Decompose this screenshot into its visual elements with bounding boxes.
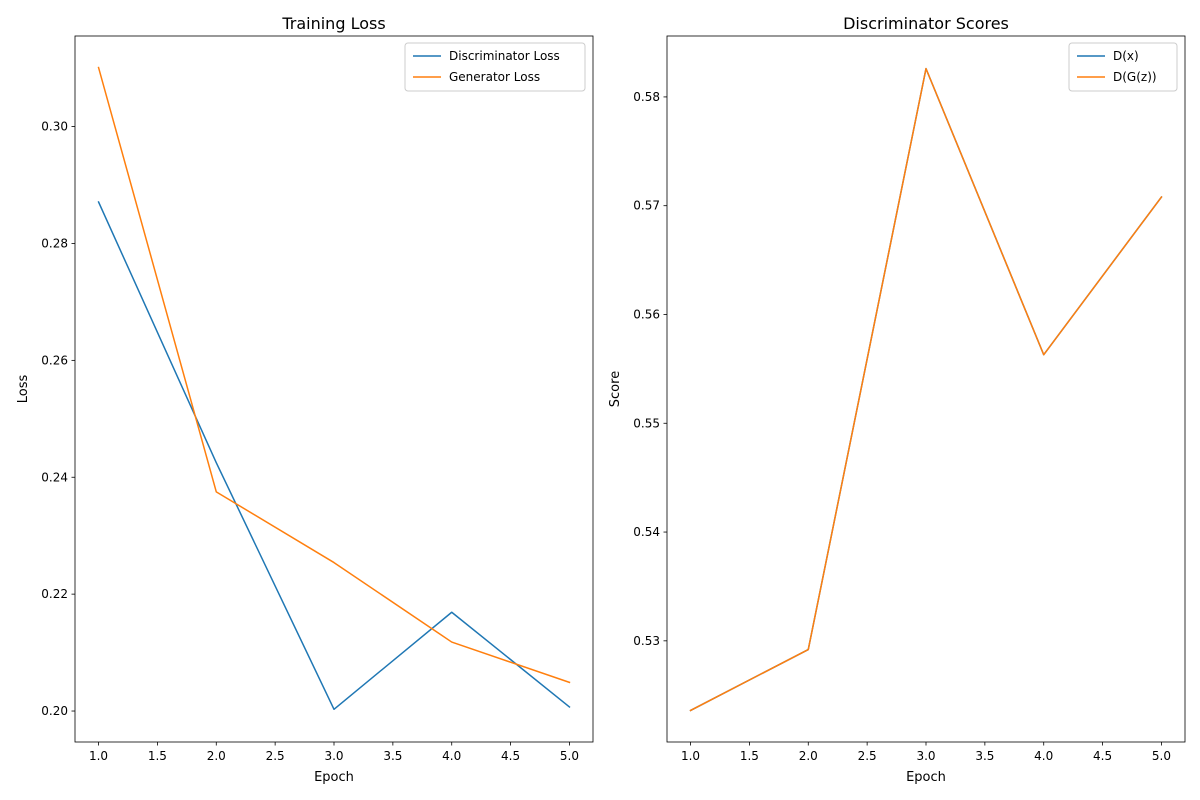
chart-title: Training Loss (281, 14, 385, 33)
x-tick-label: 4.0 (442, 749, 461, 763)
x-tick-label: 1.0 (89, 749, 108, 763)
y-tick-label: 0.53 (633, 634, 660, 648)
series-line-1 (97, 200, 571, 711)
plot-frame (666, 35, 1186, 743)
y-tick-label: 0.22 (41, 587, 68, 601)
series-line-2 (689, 67, 1163, 712)
legend-box (404, 42, 586, 92)
y-tick-label: 0.26 (41, 353, 68, 367)
y-tick-label: 0.30 (41, 120, 68, 134)
series-line-2 (97, 66, 571, 684)
chart-title: Discriminator Scores (843, 14, 1009, 33)
y-axis-label: Loss (16, 375, 31, 404)
y-tick-label: 0.28 (41, 236, 68, 250)
x-tick-label: 1.5 (740, 749, 759, 763)
y-axis-label: Score (608, 371, 623, 407)
y-tick-label: 0.56 (633, 307, 660, 321)
x-tick-label: 5.0 (560, 749, 579, 763)
x-tick-label: 4.5 (1093, 749, 1112, 763)
y-tick-label: 0.24 (41, 470, 68, 484)
y-tick-label: 0.57 (633, 199, 660, 213)
y-tick-label: 0.54 (633, 525, 660, 539)
x-tick-label: 5.0 (1152, 749, 1171, 763)
chart-panel-2: Discriminator Scores 1.0 1.5 2.0 2.5 3.0 3.5 4.… (608, 14, 1186, 785)
x-tick-label: 3.0 (916, 749, 935, 763)
x-tick-label: 2.0 (207, 749, 226, 763)
x-axis-label: Epoch (314, 770, 354, 785)
y-tick-label: 0.58 (633, 90, 660, 104)
plot-frame (74, 35, 594, 743)
y-tick-label: 0.55 (633, 416, 660, 430)
y-tick-label: 0.20 (41, 704, 68, 718)
legend-entry-1: D(x) (1113, 49, 1139, 63)
x-tick-label: 1.5 (148, 749, 167, 763)
x-tick-label: 4.0 (1034, 749, 1053, 763)
x-tick-label: 2.5 (858, 749, 877, 763)
x-axis-label: Epoch (906, 770, 946, 785)
legend-entry-2: Generator Loss (449, 70, 540, 84)
legend: D(x) D(G(z)) (1068, 42, 1178, 92)
x-tick-label: 4.5 (501, 749, 520, 763)
legend-entry-2: D(G(z)) (1113, 70, 1157, 84)
x-tick-label: 3.0 (324, 749, 343, 763)
legend-entry-1: Discriminator Loss (449, 49, 560, 63)
series-line-1 (689, 67, 1163, 712)
x-tick-label: 2.5 (266, 749, 285, 763)
x-tick-label: 2.0 (799, 749, 818, 763)
legend: Discriminator Loss Generator Loss (404, 42, 586, 92)
legend-box (1068, 42, 1178, 92)
x-tick-label: 1.0 (681, 749, 700, 763)
x-tick-label: 3.5 (383, 749, 402, 763)
x-tick-label: 3.5 (975, 749, 994, 763)
chart-panel-1: Training Loss 1.0 1.5 2.0 2.5 3.0 3.5 4.0 4.5 5.0… (16, 14, 594, 785)
